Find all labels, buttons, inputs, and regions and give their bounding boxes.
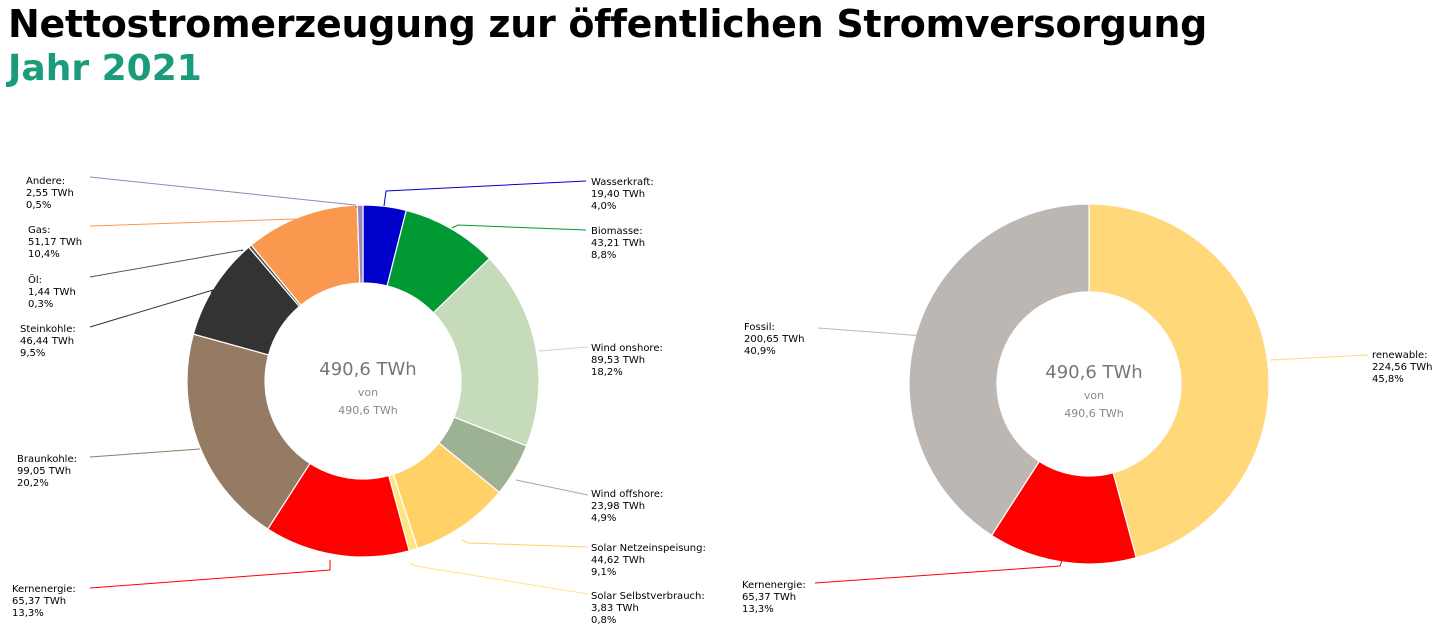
donut-chart-detailed: Wasserkraft: 19,40 TWh 4,0% Biomasse: 43,21 … <box>12 176 706 626</box>
slice-value: 200,65 TWh <box>744 334 805 345</box>
slice-name: Gas: <box>28 225 50 236</box>
left-label-biomasse: Biomasse: 43,21 TWh 8,8% <box>591 226 645 261</box>
slice-name: renewable: <box>1372 350 1428 361</box>
slice-value: 3,83 TWh <box>591 603 639 614</box>
left-leader-line-wind-onshore <box>538 346 589 352</box>
slice-name: Wasserkraft: <box>591 177 654 188</box>
slice-name: Kernenergie: <box>742 580 806 591</box>
slice-percent: 13,3% <box>12 608 44 619</box>
left-center-von: von <box>358 386 378 399</box>
slice-value: 224,56 TWh <box>1372 362 1433 373</box>
slice-percent: 8,8% <box>591 250 616 261</box>
slice-value: 43,21 TWh <box>591 238 645 249</box>
left-leader-line-biomasse <box>451 224 587 231</box>
right-label-renewable: renewable: 224,56 TWh 45,8% <box>1372 350 1433 385</box>
slice-name: Öl: <box>28 273 42 286</box>
left-label-solar-selbstverbrauch: Solar Selbstverbrauch: 3,83 TWh 0,8% <box>591 591 705 626</box>
left-leader-line-kernenergie <box>89 560 331 589</box>
slice-value: 89,53 TWh <box>591 355 645 366</box>
slice-percent: 20,2% <box>17 478 49 489</box>
right-center-overall: 490,6 TWh <box>1064 407 1124 420</box>
slice-percent: 0,5% <box>26 200 51 211</box>
left-label-steinkohle: Steinkohle: 46,44 TWh 9,5% <box>20 324 76 359</box>
slice-value: 65,37 TWh <box>12 596 66 607</box>
right-center-total: 490,6 TWh <box>1045 362 1142 383</box>
slice-name: Andere: <box>26 176 65 187</box>
slice-name: Kernenergie: <box>12 584 76 595</box>
right-leader-line-kernenergie <box>814 559 1063 584</box>
left-leader-line-andere <box>89 176 358 209</box>
left-label-braunkohle: Braunkohle: 99,05 TWh 20,2% <box>17 454 77 489</box>
right-slice-renewable <box>1088 203 1270 559</box>
right-leader-line-fossil <box>817 327 925 337</box>
slice-value: 23,98 TWh <box>591 501 645 512</box>
slice-percent: 10,4% <box>28 249 60 260</box>
left-center-total: 490,6 TWh <box>319 359 416 380</box>
slice-percent: 4,0% <box>591 201 616 212</box>
slice-name: Solar Netzeinspeisung: <box>591 543 706 554</box>
slice-percent: 9,1% <box>591 567 616 578</box>
slice-value: 46,44 TWh <box>20 336 74 347</box>
right-label-kernenergie: Kernenergie: 65,37 TWh 13,3% <box>742 580 806 615</box>
right-slice-fossil <box>908 203 1090 537</box>
left-center-overall: 490,6 TWh <box>338 404 398 417</box>
slice-percent: 13,3% <box>742 604 774 615</box>
slice-value: 1,44 TWh <box>28 287 76 298</box>
slice-percent: 45,8% <box>1372 374 1404 385</box>
page-title: Nettostromerzeugung zur öffentlichen Str… <box>8 2 1208 46</box>
left-label-wind-offshore: Wind offshore: 23,98 TWh 4,9% <box>591 489 663 524</box>
slice-name: Steinkohle: <box>20 324 76 335</box>
slice-value: 99,05 TWh <box>17 466 71 477</box>
slice-value: 2,55 TWh <box>26 188 74 199</box>
slice-percent: 18,2% <box>591 367 623 378</box>
slice-percent: 9,5% <box>20 348 45 359</box>
right-center-von: von <box>1084 389 1104 402</box>
slice-name: Braunkohle: <box>17 454 77 465</box>
left-leader-line-solar-selbstverbrauch <box>409 562 589 595</box>
slice-value: 65,37 TWh <box>742 592 796 603</box>
slice-percent: 0,8% <box>591 615 616 626</box>
slice-name: Wind onshore: <box>591 343 663 354</box>
slice-value: 44,62 TWh <box>591 555 645 566</box>
left-leader-line-solar-netzeinspeisung <box>461 539 589 548</box>
left-leader-line-braunkohle <box>89 448 201 458</box>
left-leader-line-oel <box>89 249 244 278</box>
slice-value: 51,17 TWh <box>28 237 82 248</box>
slice-name: Solar Selbstverbrauch: <box>591 591 705 602</box>
left-label-andere: Andere: 2,55 TWh 0,5% <box>26 176 74 211</box>
left-slice-andere <box>356 204 364 284</box>
donut-chart-summary: renewable: 224,56 TWh 45,8% Kernenergie: 65,… <box>742 203 1433 615</box>
slice-name: Biomasse: <box>591 226 643 237</box>
right-leader-line-renewable <box>1269 354 1369 361</box>
left-leader-line-wasserkraft <box>383 180 587 207</box>
left-leader-line-wind-offshore <box>515 479 589 496</box>
left-label-kernenergie: Kernenergie: 65,37 TWh 13,3% <box>12 584 76 619</box>
slice-percent: 0,3% <box>28 299 53 310</box>
left-label-gas: Gas: 51,17 TWh 10,4% <box>28 225 82 260</box>
left-label-wasserkraft: Wasserkraft: 19,40 TWh 4,0% <box>591 177 654 212</box>
left-slice-braunkohle <box>186 333 311 530</box>
left-leader-line-gas <box>89 218 300 227</box>
right-label-fossil: Fossil: 200,65 TWh 40,9% <box>744 322 805 357</box>
left-label-oel: Öl: 1,44 TWh 0,3% <box>28 273 76 310</box>
slice-name: Fossil: <box>744 322 775 333</box>
slice-percent: 40,9% <box>744 346 776 357</box>
slice-percent: 4,9% <box>591 513 616 524</box>
left-label-wind-onshore: Wind onshore: 89,53 TWh 18,2% <box>591 343 663 378</box>
slice-value: 19,40 TWh <box>591 189 645 200</box>
page-subtitle: Jahr 2021 <box>8 48 202 89</box>
left-slice-wind-onshore <box>432 257 540 447</box>
left-leader-line-steinkohle <box>89 289 215 328</box>
slice-name: Wind offshore: <box>591 489 663 500</box>
left-label-solar-netzeinspeisung: Solar Netzeinspeisung: 44,62 TWh 9,1% <box>591 543 706 578</box>
